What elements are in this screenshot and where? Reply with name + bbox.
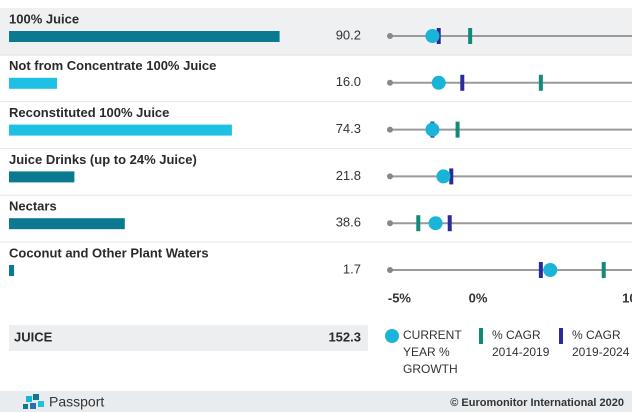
growth-dot <box>428 216 443 231</box>
axis-start <box>387 33 393 39</box>
legend-item: % CAGR 2019-2024 <box>559 328 630 359</box>
value-label: 1.7 <box>343 261 361 276</box>
legend-item: CURRENT YEAR % GROWTH <box>385 328 462 376</box>
cagr-marker <box>460 74 465 91</box>
x-tick-label: 10% <box>622 290 632 305</box>
value-label: 74.3 <box>336 121 361 136</box>
cagr-marker <box>601 262 606 278</box>
category-label: Juice Drinks (up to 24% Juice) <box>9 152 197 167</box>
legend-text-box: % CAGR 2014-2019 <box>492 328 550 359</box>
bar <box>9 77 57 89</box>
axis-start <box>387 220 393 227</box>
value-label: 38.6 <box>336 215 361 230</box>
legend-label: % CAGR 2019-2024 <box>572 328 630 359</box>
value-label: 21.8 <box>336 168 361 183</box>
axis-start <box>387 79 393 86</box>
legend-text-box: CURRENT YEAR % GROWTH <box>403 328 462 376</box>
bar <box>9 265 15 276</box>
category-label: Nectars <box>9 199 57 214</box>
growth-dot <box>425 122 440 137</box>
total-label: JUICE <box>14 329 53 344</box>
growth-dot <box>431 75 446 90</box>
total-value: 152.3 <box>328 329 361 344</box>
legend-swatch <box>385 329 399 343</box>
legend-label: % CAGR 2014-2019 <box>492 328 550 359</box>
cagr-marker <box>538 262 543 278</box>
legend-swatch <box>559 328 563 344</box>
category-label: 100% Juice <box>9 11 79 26</box>
category-label: Reconstituted 100% Juice <box>9 105 169 120</box>
brand: Passport <box>49 394 104 410</box>
x-tick-label: 0% <box>469 290 488 305</box>
footer <box>0 391 632 412</box>
legend-text-box: % CAGR 2019-2024 <box>572 328 630 359</box>
growth-dot <box>436 169 451 184</box>
bar <box>9 171 75 183</box>
category-label: Coconut and Other Plant Waters <box>9 245 209 260</box>
bar <box>9 124 232 136</box>
legend-item: % CAGR 2014-2019 <box>479 328 550 359</box>
growth-dot <box>425 29 440 43</box>
passport-logo <box>23 394 44 409</box>
cagr-marker <box>455 121 460 138</box>
growth-dot <box>543 263 558 277</box>
value-label: 16.0 <box>336 74 361 89</box>
category-label: Not from Concentrate 100% Juice <box>9 58 216 73</box>
copyright: © Euromonitor International 2020 <box>450 397 624 409</box>
bar <box>9 218 125 230</box>
cagr-marker <box>447 215 452 232</box>
cagr-marker <box>449 168 454 185</box>
legend-label: CURRENT YEAR % GROWTH <box>403 328 462 376</box>
x-tick-label: -5% <box>388 290 412 305</box>
axis-start <box>387 267 393 273</box>
axis-start <box>387 126 393 133</box>
cagr-marker <box>416 215 421 232</box>
legend-swatch <box>479 328 483 344</box>
total-row <box>9 325 368 351</box>
axis-start <box>387 173 393 180</box>
bar <box>9 31 280 42</box>
cagr-marker <box>538 74 543 91</box>
cagr-marker <box>468 28 473 44</box>
value-label: 90.2 <box>336 27 361 42</box>
